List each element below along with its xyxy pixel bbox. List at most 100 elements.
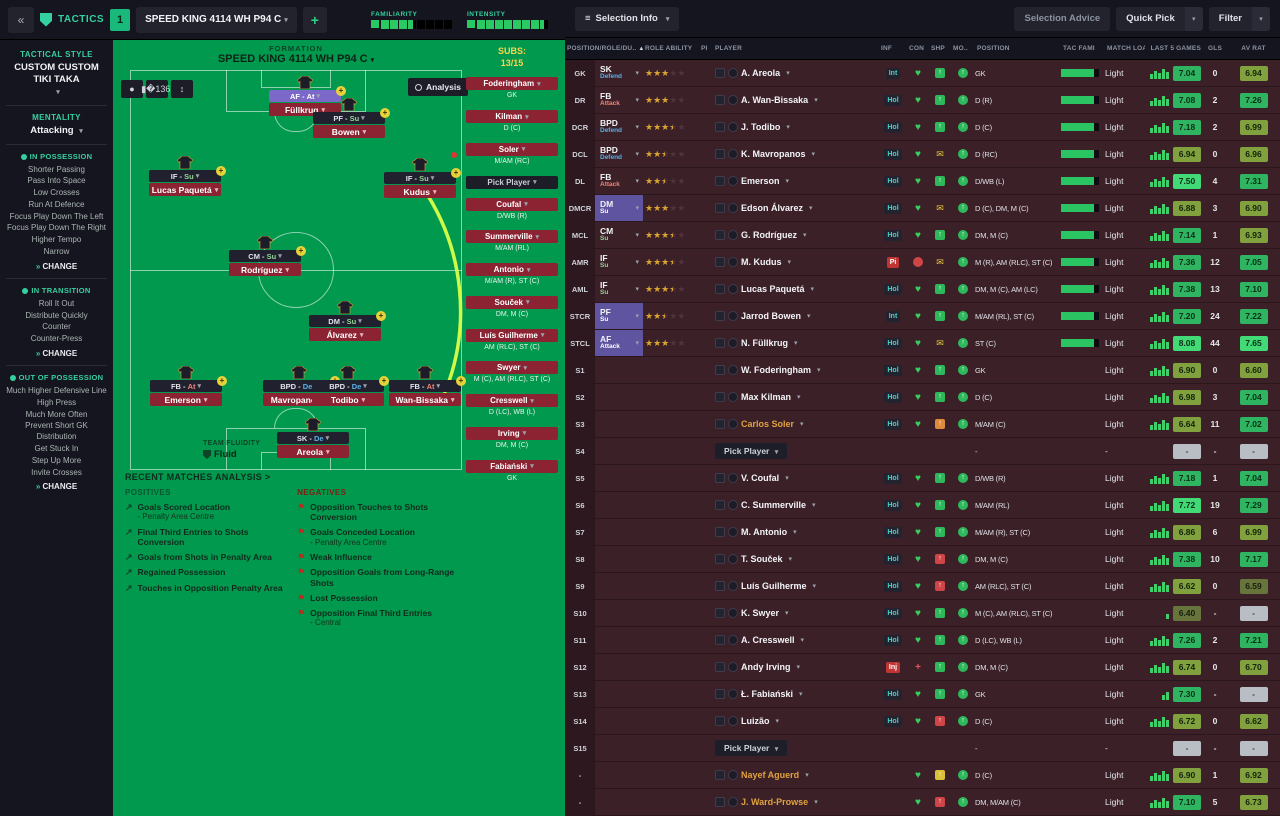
table-row[interactable]: S10 K. Swyer ▾ Hol ♥ ↑ ↑ M (C), AM (RLC), ST (C… [565, 600, 1280, 627]
pitch-player[interactable]: SK - De ▾ Areola ▾ [277, 418, 349, 458]
back-button[interactable]: « [8, 6, 34, 33]
tactic-tab-1[interactable]: 1 [110, 8, 131, 31]
pitch-player[interactable]: + IF - Su ▾ Lucas Paquetá ▾ [149, 156, 226, 196]
table-row[interactable]: S7 M. Antonio ▾ Hol ♥ ↑ ↑ M/AM (R), ST (C) Light… [565, 519, 1280, 546]
table-row[interactable]: AML IF Su ▾ ★ ★ ★ ★ ★ Lucas Paquetá ▾ Hol ♥ ↑ ↑ DM, M (… [565, 276, 1280, 303]
table-row[interactable]: DL FB Attack ▾ ★ ★ ★ ★ ★ Emerson ▾ Hol ♥ ↑ ↑ D/WB (L) Li… [565, 168, 1280, 195]
player-cell[interactable]: Jarrod Bowen ▾ [713, 303, 879, 329]
table-row[interactable]: S14 Luizão ▾ Hol ♥ ↑ ↑ D (C) Light 6.72 0 6.62 [565, 708, 1280, 735]
player-name-bar[interactable]: Bowen ▾ [313, 125, 385, 138]
quick-pick-caret[interactable]: ▾ [1184, 6, 1203, 31]
table-row[interactable]: S3 Carlos Soler ▾ Hol ♥ ↑ ↑ M/AM (C) Light 6.64 11… [565, 411, 1280, 438]
sub-name-bar[interactable]: Summerville ▾ [466, 230, 558, 244]
role-chip[interactable]: CM - Su ▾ [229, 250, 301, 262]
sub-name-bar[interactable]: Cresswell ▾ [466, 394, 558, 408]
col-position-role-duty[interactable]: POSITION/ROLE/DU.. ▲ [567, 45, 643, 52]
change-link[interactable]: » CHANGE [35, 261, 78, 271]
formation-name-dropdown[interactable]: SPEED KING 4114 WH P94 C ▾ [130, 53, 462, 65]
stats-view-button[interactable]: ▮�136; [141, 80, 173, 98]
player-name-bar[interactable]: Areola ▾ [277, 445, 349, 458]
pitch-player[interactable]: + PF - Su ▾ Bowen ▾ [313, 98, 390, 138]
pitch-player[interactable]: + FB - At ▾ Wan-Bissaka ▾ [389, 366, 466, 406]
player-cell[interactable]: K. Swyer ▾ [713, 600, 879, 626]
player-cell[interactable]: M. Kudus ▾ [713, 249, 879, 275]
table-row[interactable]: STCR PF Su ▾ ★ ★ ★ ★ ★ Jarrod Bowen ▾ Int ♥ ↑ ↑ M/AM (R… [565, 303, 1280, 330]
player-cell[interactable]: A. Areola ▾ [713, 60, 879, 86]
player-cell[interactable]: N. Füllkrug ▾ [713, 330, 879, 356]
table-row[interactable]: DCL BPD Defend ▾ ★ ★ ★ ★ ★ K. Mavropanos ▾ Hol ♥ ✉ ↑ D … [565, 141, 1280, 168]
change-link[interactable]: » CHANGE [35, 349, 78, 359]
role-chip[interactable]: SK - De ▾ [277, 432, 349, 444]
player-cell[interactable]: Luizão ▾ [713, 708, 879, 734]
player-name-bar[interactable]: Emerson ▾ [150, 393, 222, 406]
col-shp[interactable]: SHP [931, 45, 945, 52]
player-cell[interactable]: Andy Irving ▾ [713, 654, 879, 680]
mentality-dropdown[interactable]: Attacking ▾ [6, 125, 107, 137]
pick-player-button[interactable]: Pick Player ▾ [715, 443, 788, 459]
player-name-bar[interactable]: Wan-Bissaka ▾ [389, 393, 461, 406]
table-row[interactable]: DR FB Attack ▾ ★ ★ ★ ★ ★ A. Wan-Bissaka ▾ Hol ♥ ↑ ↑ D (… [565, 87, 1280, 114]
player-cell[interactable]: Nayef Aguerd ▾ [713, 762, 879, 788]
sub-name-bar[interactable]: Souček ▾ [466, 295, 558, 309]
player-cell[interactable]: Edson Álvarez ▾ [713, 195, 879, 221]
pitch-player[interactable]: + FB - At ▾ Emerson ▾ [150, 366, 227, 406]
player-cell[interactable]: T. Souček ▾ [713, 546, 879, 572]
player-cell[interactable]: Lucas Paquetá ▾ [713, 276, 879, 302]
role-duty-dropdown[interactable]: FB Attack ▾ [600, 171, 639, 189]
table-row[interactable]: S13 Ł. Fabiański ▾ Hol ♥ ↑ ↑ GK Light 7.30 - - [565, 681, 1280, 708]
role-duty-dropdown[interactable]: BPD Defend ▾ [600, 117, 639, 135]
role-duty-dropdown[interactable]: IF Su ▾ [600, 279, 639, 297]
role-duty-dropdown[interactable]: DM Su ▾ [595, 195, 643, 221]
change-link[interactable]: » CHANGE [35, 482, 78, 492]
table-row[interactable]: MCL CM Su ▾ ★ ★ ★ ★ ★ G. Rodríguez ▾ Hol ♥ ↑ ↑ DM, M (C… [565, 222, 1280, 249]
table-row[interactable]: GK SK Defend ▾ ★ ★ ★ ★ ★ A. Areola ▾ Int ♥ ↑ ↑ GK Light 7… [565, 60, 1280, 87]
table-row[interactable]: DMCR DM Su ▾ ★ ★ ★ ★ ★ Edson Álvarez ▾ Hol ♥ ✉ ↑ D (C),… [565, 195, 1280, 222]
col-inf[interactable]: INF [881, 45, 893, 52]
sub-name-bar[interactable]: Soler ▾ [466, 142, 558, 156]
col-con[interactable]: CON [909, 45, 925, 52]
filter-caret[interactable]: ▾ [1252, 6, 1270, 31]
player-cell[interactable]: Luís Guilherme ▾ [713, 573, 879, 599]
role-chip[interactable]: DM - Su ▾ [309, 315, 381, 327]
player-name-bar[interactable]: Todibo ▾ [312, 393, 384, 406]
selection-advice-button[interactable]: Selection Advice [1014, 6, 1111, 31]
col-match-load[interactable]: MATCH LOAD [1107, 45, 1145, 52]
player-name-bar[interactable]: Kudus ▾ [384, 185, 456, 198]
player-name-bar[interactable]: Lucas Paquetá ▾ [149, 183, 221, 196]
sub-name-bar[interactable]: Swyer ▾ [466, 361, 558, 375]
role-duty-dropdown[interactable]: AF Attack ▾ [595, 330, 643, 356]
table-row[interactable]: - Nayef Aguerd ▾ ♥ ↑ ↑ D (C) Light 6.90 1 6.92 [565, 762, 1280, 789]
role-chip[interactable]: FB - At ▾ [389, 380, 461, 392]
table-row[interactable]: S15 Pick Player ▾ - - - - - [565, 735, 1280, 762]
role-chip[interactable]: PF - Su ▾ [313, 112, 385, 124]
sub-name-bar[interactable]: Irving ▾ [466, 426, 558, 440]
player-cell[interactable]: A. Wan-Bissaka ▾ [713, 87, 879, 113]
player-cell[interactable]: Emerson ▾ [713, 168, 879, 194]
pick-player-button[interactable]: Pick Player ▾ [466, 175, 558, 189]
col-av-rat[interactable]: AV RAT [1241, 45, 1266, 52]
player-cell[interactable]: Max Kilman ▾ [713, 384, 879, 410]
sub-name-bar[interactable]: Luís Guilherme ▾ [466, 328, 558, 342]
role-duty-dropdown[interactable]: FB Attack ▾ [600, 90, 639, 108]
add-tactic-button[interactable]: + [302, 6, 327, 33]
player-name-bar[interactable]: Álvarez ▾ [309, 328, 381, 341]
pitch-player[interactable]: + BPD - De ▾ Todibo ▾ [312, 366, 389, 406]
sub-name-bar[interactable]: Kilman ▾ [466, 110, 558, 124]
col-player[interactable]: PLAYER [715, 45, 742, 52]
sub-name-bar[interactable]: Coufal ▾ [466, 197, 558, 211]
table-row[interactable]: S6 C. Summerville ▾ Hol ♥ ↑ ↑ M/AM (RL) Light 7.7… [565, 492, 1280, 519]
col-tac-fami[interactable]: TAC FAMI [1063, 45, 1095, 52]
table-row[interactable]: S2 Max Kilman ▾ Hol ♥ ↑ ↑ D (C) Light 6.98 3 7.04 [565, 384, 1280, 411]
recent-matches-analysis-link[interactable]: RECENT MATCHES ANALYSIS > [125, 472, 271, 482]
table-row[interactable]: S9 Luís Guilherme ▾ Hol ♥ ↑ ↑ AM (RLC), ST (C) L… [565, 573, 1280, 600]
role-duty-dropdown[interactable]: SK Defend ▾ [600, 63, 639, 81]
pitch-player[interactable]: + DM - Su ▾ Álvarez ▾ [309, 301, 386, 341]
role-chip[interactable]: AF - At ▾ [269, 90, 341, 102]
player-cell[interactable]: Pick Player ▾ [713, 438, 879, 464]
table-row[interactable]: S5 V. Coufal ▾ Hol ♥ ↑ ↑ D/WB (R) Light 7.18 1 7.04 [565, 465, 1280, 492]
player-cell[interactable]: C. Summerville ▾ [713, 492, 879, 518]
role-chip[interactable]: FB - At ▾ [150, 380, 222, 392]
sub-name-bar[interactable]: Antonio ▾ [466, 263, 558, 277]
table-row[interactable]: S4 Pick Player ▾ - - - - - [565, 438, 1280, 465]
table-row[interactable]: S1 W. Foderingham ▾ Hol ♥ ↑ ↑ GK Light 6.90 0 6.60 [565, 357, 1280, 384]
